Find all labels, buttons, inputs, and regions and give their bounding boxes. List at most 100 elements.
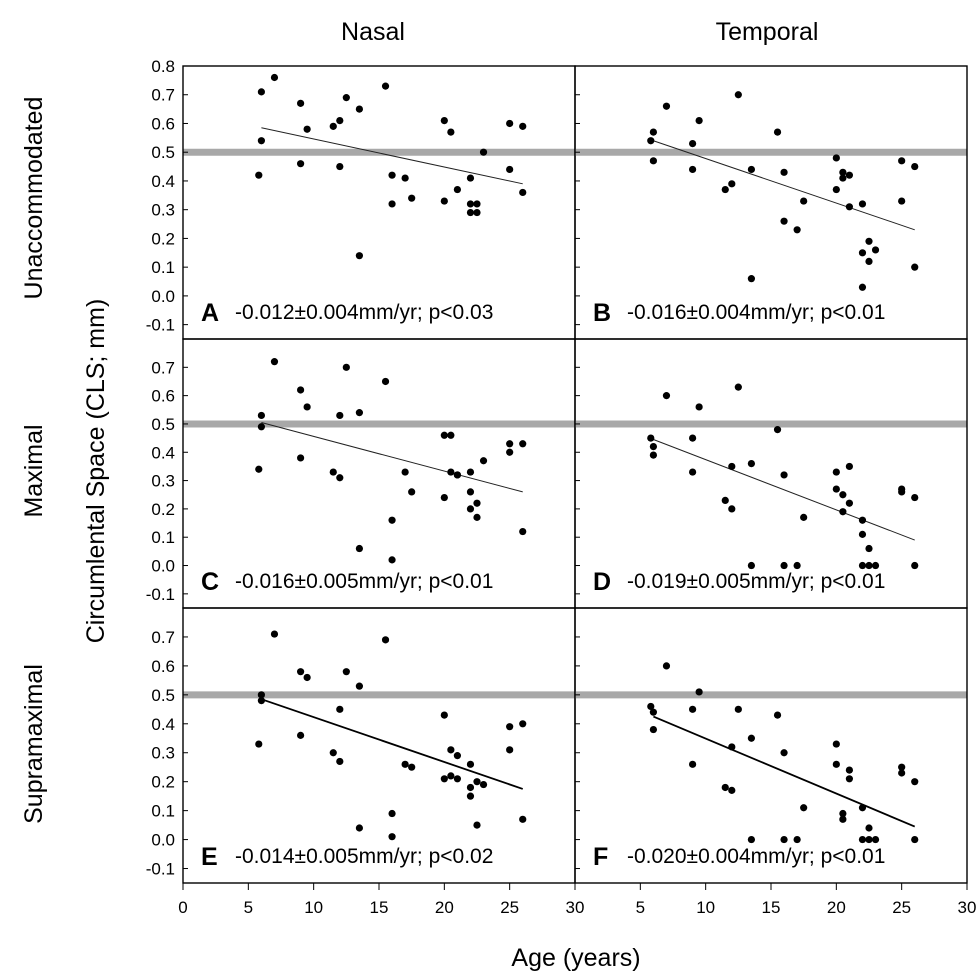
data-point-e-20 <box>447 746 455 754</box>
data-point-c-19 <box>440 493 448 502</box>
data-point-e-27 <box>473 778 481 786</box>
data-point-b-24 <box>858 249 867 257</box>
data-point-e-33 <box>519 815 527 823</box>
data-point-d-21 <box>839 508 847 516</box>
y-tick-label-e-7: 0.0 <box>151 831 175 850</box>
data-point-c-27 <box>473 499 481 507</box>
data-point-a-4 <box>297 99 305 107</box>
data-point-f-10 <box>734 705 742 713</box>
panel-letter-b: B <box>593 299 611 327</box>
data-point-e-19 <box>440 775 448 783</box>
data-point-f-22 <box>845 766 854 774</box>
y-tick-label-c-0: 0.7 <box>151 358 175 377</box>
data-point-b-7 <box>721 185 729 194</box>
data-point-a-23 <box>466 200 475 208</box>
data-point-c-20 <box>447 431 455 439</box>
data-point-f-16 <box>793 835 801 844</box>
data-point-f-14 <box>780 749 788 757</box>
data-point-d-0 <box>647 434 655 442</box>
data-point-c-3 <box>270 358 279 366</box>
data-point-d-20 <box>839 491 847 499</box>
y-tick-label-c-5: 0.2 <box>151 500 175 519</box>
data-point-b-10 <box>747 165 756 174</box>
data-point-a-3 <box>270 73 279 82</box>
y-tick-label-e-5: 0.2 <box>151 773 175 792</box>
panel-frame-f <box>574 607 968 884</box>
x-tick-label-f-1: 5 <box>636 898 645 917</box>
data-point-f-29 <box>898 763 906 771</box>
data-point-e-5 <box>297 731 305 739</box>
row-title-supramaximal: Supramaximal <box>20 664 48 824</box>
y-tick-label-a-3: 0.5 <box>151 143 175 162</box>
data-point-f-17 <box>800 804 808 812</box>
x-tick-label-f-3: 15 <box>762 898 781 917</box>
data-point-b-30 <box>898 197 906 205</box>
data-point-a-8 <box>336 117 344 125</box>
data-point-a-11 <box>355 105 363 113</box>
data-point-b-0 <box>647 137 655 145</box>
data-point-d-19 <box>832 485 840 493</box>
data-point-d-4 <box>689 434 697 442</box>
panel-annotation-f: -0.020±0.004mm/yr; p<0.01 <box>627 845 885 868</box>
data-point-c-16 <box>401 468 409 476</box>
data-point-d-5 <box>689 468 697 476</box>
data-point-b-9 <box>734 91 742 99</box>
data-point-f-24 <box>858 804 867 812</box>
fit-line-a <box>261 127 523 185</box>
data-point-e-8 <box>336 705 344 713</box>
x-tick-label-e-3: 15 <box>370 898 389 917</box>
data-point-a-16 <box>401 174 409 182</box>
panel-letter-e: E <box>201 843 218 871</box>
data-point-b-5 <box>689 165 697 174</box>
data-point-d-1 <box>649 443 658 451</box>
panel-d: D -0.019±0.005mm/yr; p<0.01 <box>574 338 968 609</box>
data-point-e-9 <box>336 757 344 766</box>
y-tick-label-c-1: 0.6 <box>151 387 175 406</box>
y-tick-label-a-8: 0.0 <box>151 287 175 306</box>
data-point-a-26 <box>473 208 481 217</box>
data-point-c-9 <box>336 474 344 482</box>
data-point-c-32 <box>519 440 527 448</box>
data-point-b-3 <box>662 102 671 110</box>
panel-a: 0.8 0.7 0.6 0.5 0.4 0.3 0.2 0.1 0.0 -0.1 A -0.012±0… <box>146 57 576 340</box>
data-point-e-10 <box>342 668 350 676</box>
data-point-d-25 <box>858 530 867 538</box>
data-point-b-13 <box>780 168 788 176</box>
data-point-d-9 <box>728 505 736 513</box>
x-tick-label-f-4: 20 <box>827 898 846 917</box>
data-point-b-6 <box>695 117 703 125</box>
data-point-a-20 <box>447 128 455 136</box>
data-point-d-13 <box>773 426 782 434</box>
data-point-d-27 <box>865 544 873 553</box>
data-point-b-22 <box>845 203 854 211</box>
data-point-b-23 <box>858 200 867 208</box>
data-point-f-3 <box>662 662 671 670</box>
x-tick-label-e-4: 20 <box>435 898 454 917</box>
fit-line-d <box>653 439 915 541</box>
data-point-d-15 <box>780 561 788 570</box>
x-tick-label-e-1: 5 <box>244 898 253 917</box>
data-point-c-4 <box>297 386 305 394</box>
x-tick-label-e-0: 0 <box>178 898 187 917</box>
data-point-c-14 <box>388 516 396 524</box>
data-point-b-18 <box>832 185 840 194</box>
data-point-e-28 <box>473 821 481 829</box>
data-point-c-10 <box>342 363 350 371</box>
y-tick-label-a-1: 0.7 <box>151 86 175 105</box>
data-point-a-18 <box>440 117 448 125</box>
data-point-b-11 <box>747 275 756 283</box>
data-point-a-5 <box>297 160 305 168</box>
data-point-e-25 <box>466 783 475 792</box>
data-point-e-29 <box>479 780 488 789</box>
y-tick-label-a-4: 0.4 <box>151 172 175 191</box>
data-point-c-6 <box>303 403 311 411</box>
data-point-a-7 <box>329 122 337 130</box>
data-point-e-14 <box>388 809 396 818</box>
data-point-f-25 <box>858 835 867 844</box>
y-tick-label-e-2: 0.5 <box>151 686 175 705</box>
data-point-a-28 <box>506 119 514 128</box>
data-point-e-32 <box>519 720 527 728</box>
y-tick-label-a-7: 0.1 <box>151 258 175 277</box>
data-point-e-23 <box>453 775 461 783</box>
